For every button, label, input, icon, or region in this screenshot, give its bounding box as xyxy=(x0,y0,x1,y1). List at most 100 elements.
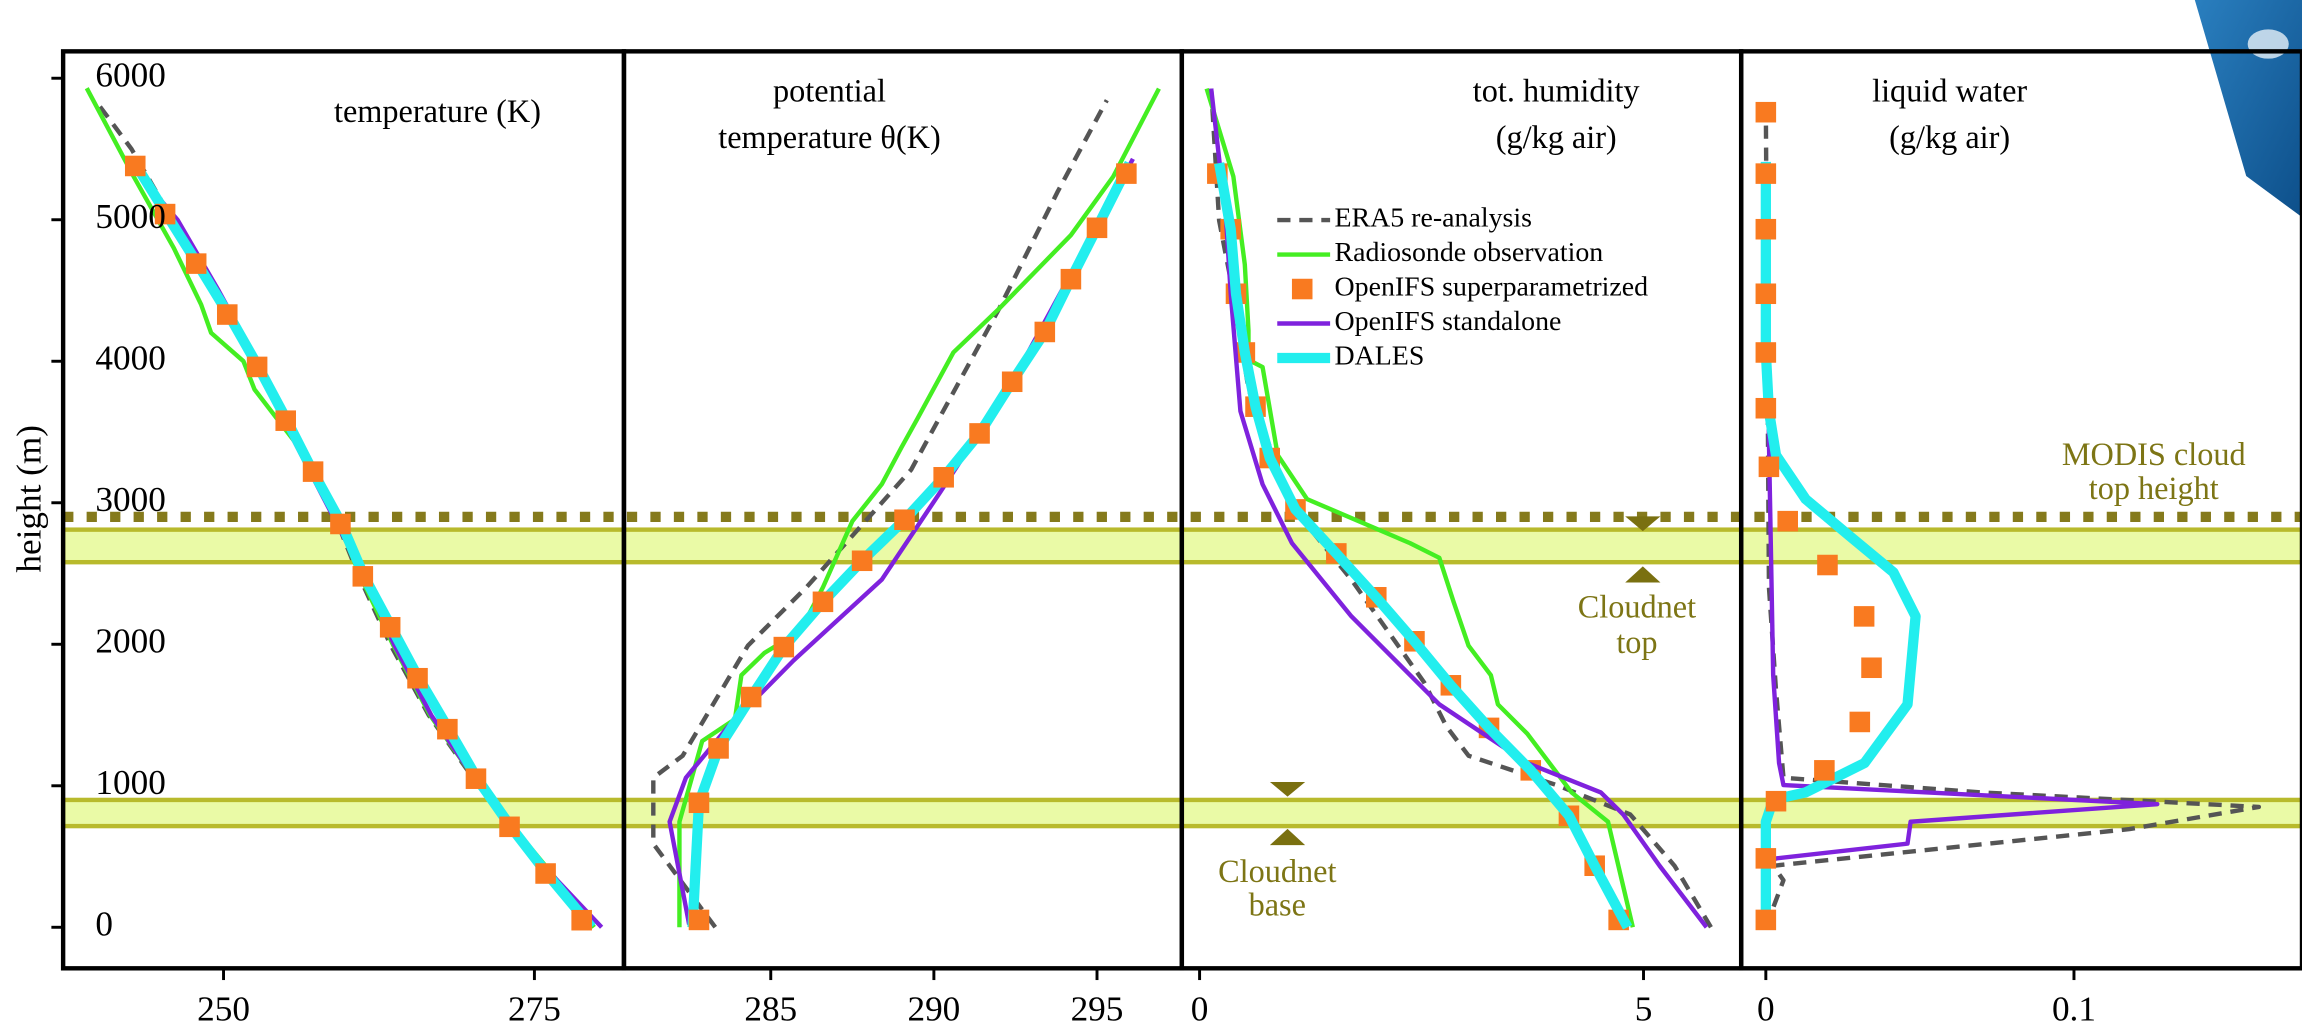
marker xyxy=(933,467,954,488)
profile-line xyxy=(1209,88,1709,929)
marker xyxy=(352,566,374,587)
annotation: top xyxy=(1616,624,1657,660)
y-tick-label: 5000 xyxy=(95,197,165,236)
profile-line xyxy=(132,163,596,931)
cloudnet-top-marker xyxy=(1625,516,1661,532)
annotation: Cloudnet xyxy=(1578,589,1696,625)
panel-title: temperature θ(K) xyxy=(718,119,940,155)
marker xyxy=(275,410,296,431)
marker xyxy=(499,816,520,838)
panel-title: temperature (K) xyxy=(334,93,541,129)
marker xyxy=(1034,321,1056,343)
y-tick-label: 0 xyxy=(95,904,113,943)
annotation: base xyxy=(1249,887,1306,923)
marker xyxy=(216,304,238,325)
marker xyxy=(535,863,556,884)
marker xyxy=(379,617,401,638)
marker xyxy=(1817,554,1838,576)
marker xyxy=(154,203,176,225)
y-tick-label: 6000 xyxy=(95,55,165,94)
marker xyxy=(1086,217,1108,239)
panel-title: liquid water xyxy=(1872,72,2027,108)
panel-frame xyxy=(1738,49,2302,971)
marker xyxy=(407,667,428,689)
cloudnet-top-marker xyxy=(1625,566,1661,583)
marker xyxy=(894,509,915,531)
x-tick-label: 295 xyxy=(1071,989,1124,1027)
marker xyxy=(1849,711,1871,733)
annotation: top height xyxy=(2089,470,2219,506)
marker xyxy=(740,686,762,708)
marker xyxy=(1116,163,1137,184)
marker xyxy=(1755,283,1777,305)
marker xyxy=(1814,760,1835,781)
marker xyxy=(1777,510,1798,532)
marker xyxy=(1758,456,1780,478)
panel-title: tot. humidity xyxy=(1473,72,1640,108)
y-tick-label: 3000 xyxy=(95,480,165,519)
marker xyxy=(969,423,990,444)
marker xyxy=(330,513,351,535)
legend-label: DALES xyxy=(1335,340,1425,371)
legend-label: OpenIFS superparametrized xyxy=(1335,271,1649,302)
marker xyxy=(465,768,487,789)
legend-label: Radiosonde observation xyxy=(1335,237,1604,268)
x-tick-label: 5 xyxy=(1635,989,1653,1027)
legend-label: OpenIFS standalone xyxy=(1335,306,1562,337)
panel-title: potential xyxy=(773,72,886,108)
profile-line xyxy=(1204,87,1635,928)
x-tick-label: 290 xyxy=(907,989,960,1027)
marker xyxy=(571,909,592,931)
marker xyxy=(773,636,795,658)
profile-line xyxy=(651,99,1109,929)
cloud-patch xyxy=(2247,29,2289,59)
marker xyxy=(688,909,710,931)
marker xyxy=(1060,268,1082,290)
cloudnet-base-marker xyxy=(1269,828,1306,846)
marker xyxy=(302,461,324,482)
panel xyxy=(1204,87,1713,931)
marker xyxy=(185,253,207,274)
panel xyxy=(651,87,1161,931)
satellite-image xyxy=(2194,0,2302,218)
y-tick-label: 2000 xyxy=(95,621,165,660)
marker xyxy=(1001,371,1023,393)
legend-label: ERA5 re-analysis xyxy=(1335,202,1532,233)
marker xyxy=(1765,790,1787,812)
x-tick-label: 250 xyxy=(197,989,250,1027)
x-tick-label: 285 xyxy=(744,989,797,1027)
cloudnet-base-marker xyxy=(1269,781,1306,797)
x-tick-label: 275 xyxy=(508,989,561,1027)
x-tick-label: 0 xyxy=(1191,989,1209,1027)
x-tick-label: 0 xyxy=(1757,989,1775,1027)
marker xyxy=(708,738,729,759)
marker xyxy=(1755,101,1777,123)
marker xyxy=(437,718,458,740)
marker xyxy=(1861,657,1882,679)
y-tick-label: 4000 xyxy=(95,338,165,377)
marker xyxy=(1755,342,1777,363)
panel-frame xyxy=(1179,49,1744,971)
y-tick-label: 1000 xyxy=(95,763,165,802)
panel xyxy=(1755,101,2262,931)
marker xyxy=(1755,163,1777,184)
marker xyxy=(812,591,834,613)
y-axis-label: height (m) xyxy=(9,425,48,573)
annotation: Cloudnet xyxy=(1218,853,1336,889)
marker xyxy=(1755,909,1777,931)
annotation: MODIS cloud xyxy=(2062,436,2246,472)
panel-title: (g/kg air) xyxy=(1889,119,2010,155)
frames: 250 275 0 1000 2000 3000 4000 5000 6000 temperatu… xyxy=(51,49,2302,1027)
marker xyxy=(1755,218,1777,240)
x-tick-label: 0.1 xyxy=(2052,989,2096,1027)
marker xyxy=(246,356,268,378)
panel-title: (g/kg air) xyxy=(1496,119,1617,155)
marker xyxy=(688,792,710,814)
legend-marker xyxy=(1291,278,1313,300)
marker xyxy=(124,155,146,177)
profile-line xyxy=(1214,162,1633,930)
marker xyxy=(851,550,873,572)
marker xyxy=(1853,606,1875,627)
marker xyxy=(1755,848,1777,869)
panels xyxy=(84,87,2262,931)
